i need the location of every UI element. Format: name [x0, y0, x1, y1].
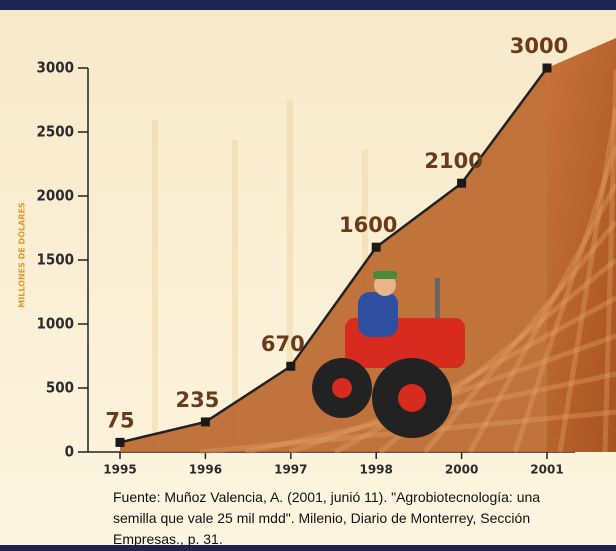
- y-tick-label: 500: [46, 379, 74, 397]
- farmer-hat: [373, 271, 397, 279]
- point-marker: [543, 64, 552, 73]
- chart: 0 500 1000 1500 2000 2500 3000 1995 1996 1997 1998…: [0, 0, 616, 551]
- x-tick-label: 1997: [274, 463, 307, 477]
- tractor-hub: [332, 378, 352, 398]
- y-axis-title: MILLONES DE DÓLARES: [16, 202, 27, 308]
- y-tick-label: 2000: [36, 187, 74, 205]
- y-tick-label: 1000: [36, 315, 74, 333]
- source-note: Fuente: Muñoz Valencia, A. (2001, junió …: [113, 487, 543, 550]
- x-tick-label: 1995: [103, 463, 136, 477]
- value-label: 670: [261, 332, 305, 356]
- x-tick-label: 1998: [359, 463, 392, 477]
- x-tick-label: 2001: [530, 463, 563, 477]
- x-tick-label: 1996: [189, 463, 222, 477]
- point-marker: [201, 417, 210, 426]
- y-tick-label: 1500: [36, 251, 74, 269]
- point-marker: [372, 243, 381, 252]
- value-label: 1600: [339, 213, 397, 237]
- tractor-hub: [398, 384, 426, 412]
- value-label: 3000: [510, 34, 568, 58]
- y-tick-label: 2500: [36, 123, 74, 141]
- y-tick-label: 3000: [36, 59, 74, 77]
- point-marker: [116, 438, 125, 447]
- point-marker: [286, 362, 295, 371]
- exhaust: [435, 278, 440, 318]
- point-marker: [457, 179, 466, 188]
- top-bar: [0, 0, 616, 10]
- y-tick-label: 0: [65, 443, 74, 461]
- value-label: 75: [105, 408, 134, 432]
- x-tick-label: 2000: [445, 463, 478, 477]
- farmer: [358, 292, 398, 337]
- value-label: 235: [175, 388, 219, 412]
- value-label: 2100: [424, 149, 482, 173]
- page: {"chart_data": {"type": "area", "y_label…: [0, 0, 616, 551]
